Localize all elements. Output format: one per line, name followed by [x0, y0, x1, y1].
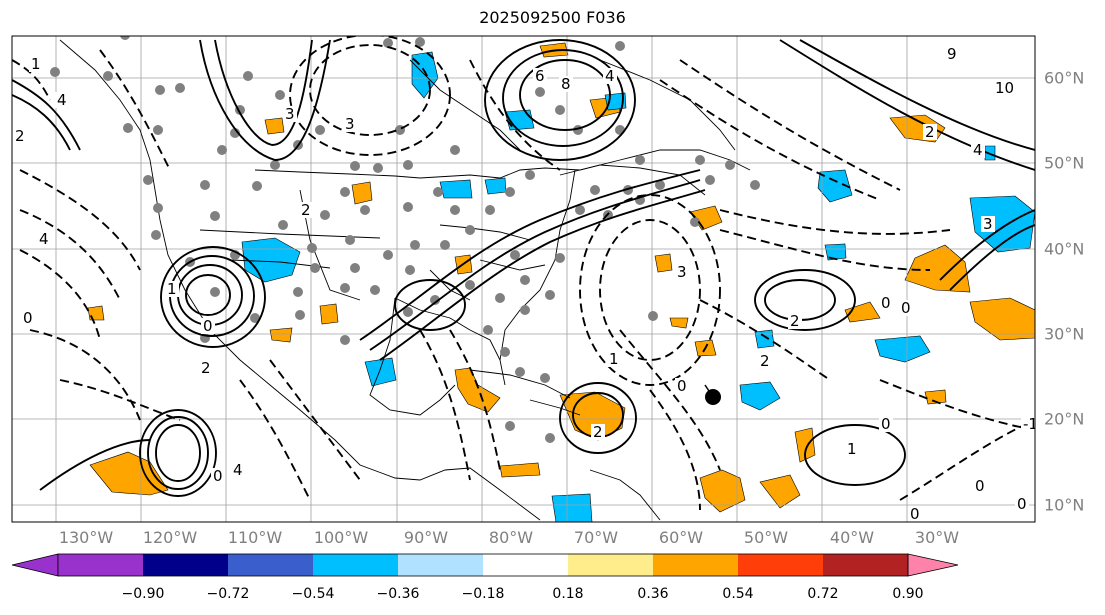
- contour-label: 2: [301, 201, 311, 219]
- colorbar-tick-label: 0.18: [552, 586, 584, 602]
- contour-label: 2: [760, 352, 770, 370]
- colorbar-extend-min: [11, 553, 59, 577]
- colorbar: [11, 553, 959, 577]
- colorbar-segment: [143, 554, 228, 576]
- lon-label: 90°W: [403, 528, 449, 547]
- graticule: [12, 36, 1035, 522]
- contour-label: 1: [167, 280, 177, 298]
- solid-contours: [12, 39, 1035, 497]
- contour-label: 0: [1017, 495, 1027, 513]
- lat-label: 60°N: [1044, 68, 1085, 88]
- contour-label: 3: [983, 215, 993, 233]
- contour-label: 0: [23, 309, 33, 327]
- colorbar-tick-label: −0.72: [206, 586, 250, 602]
- colorbar-segment: [58, 554, 143, 576]
- contour-label: -1: [1023, 415, 1038, 433]
- dashed-contours: [12, 36, 1035, 511]
- lon-label: 70°W: [573, 528, 619, 547]
- contour-label: 0: [901, 299, 911, 317]
- colorbar-segment: [653, 554, 738, 576]
- colorbar-segment: [228, 554, 313, 576]
- colorbar-tick-label: 0.54: [722, 586, 754, 602]
- colorbar-extend-max: [907, 553, 959, 577]
- contour-label: 4: [605, 67, 615, 85]
- colorbar-segment: [738, 554, 823, 576]
- lon-label: 80°W: [488, 528, 534, 547]
- contour-label: 3: [345, 115, 355, 133]
- colorbar-segment: [313, 554, 398, 576]
- lat-label: 50°N: [1044, 153, 1085, 173]
- contour-label: 4: [233, 461, 243, 479]
- colorbar-tick-label: 0.36: [637, 586, 669, 602]
- contour-label: 2: [790, 312, 800, 330]
- lon-label: 40°W: [829, 528, 875, 547]
- contour-label: 3: [285, 105, 295, 123]
- colorbar-tick-label: 0.72: [807, 586, 839, 602]
- colorbar-segment: [568, 554, 653, 576]
- contour-label: 2: [201, 359, 211, 377]
- colorbar-tick-label: 0.90: [892, 586, 924, 602]
- contour-label: 2: [593, 423, 603, 441]
- contour-label: 1: [31, 55, 41, 73]
- colorbar-segment: [398, 554, 483, 576]
- colorbar-tick-label: −0.90: [121, 586, 165, 602]
- colorbar-segment: [483, 554, 568, 576]
- lon-label: 50°W: [743, 528, 789, 547]
- lat-label: 10°N: [1044, 495, 1085, 515]
- lat-label: 40°N: [1044, 239, 1085, 259]
- lat-label: 30°N: [1044, 324, 1085, 344]
- contour-label: 4: [973, 141, 983, 159]
- contour-label: 4: [57, 91, 67, 109]
- lon-label: 30°W: [914, 528, 960, 547]
- contour-label: 0: [677, 377, 687, 395]
- colorbar-tick-label: −0.54: [291, 586, 335, 602]
- contour-label: 3: [677, 263, 687, 281]
- contour-label: 1: [609, 350, 619, 368]
- contour-label: 4: [39, 230, 49, 248]
- colorbar-tick-label: −0.36: [376, 586, 420, 602]
- map-frame: [11, 35, 1036, 523]
- contour-label: 0: [881, 415, 891, 433]
- contour-label: 0: [203, 317, 213, 335]
- contour-label: 9: [947, 45, 957, 63]
- lon-label: 60°W: [658, 528, 704, 547]
- contour-label: 0: [213, 467, 223, 485]
- contour-label: 0: [881, 294, 891, 312]
- contour-label: 8: [561, 75, 571, 93]
- contour-label: 2: [925, 123, 935, 141]
- lon-label: 100°W: [313, 528, 369, 547]
- contour-label: 2: [15, 127, 25, 145]
- chart-title: 2025092500 F036: [479, 8, 626, 27]
- colorbar-segment: [823, 554, 908, 576]
- contour-label: 0: [975, 477, 985, 495]
- contour-label: 1: [847, 440, 857, 458]
- lon-label: 130°W: [58, 528, 114, 547]
- lon-label: 110°W: [227, 528, 283, 547]
- lon-label: 120°W: [142, 528, 198, 547]
- lat-label: 20°N: [1044, 409, 1085, 429]
- contour-label: 6: [535, 67, 545, 85]
- colorbar-tick-label: −0.18: [461, 586, 505, 602]
- contour-label: 10: [995, 79, 1014, 97]
- contour-label: 0: [910, 505, 920, 523]
